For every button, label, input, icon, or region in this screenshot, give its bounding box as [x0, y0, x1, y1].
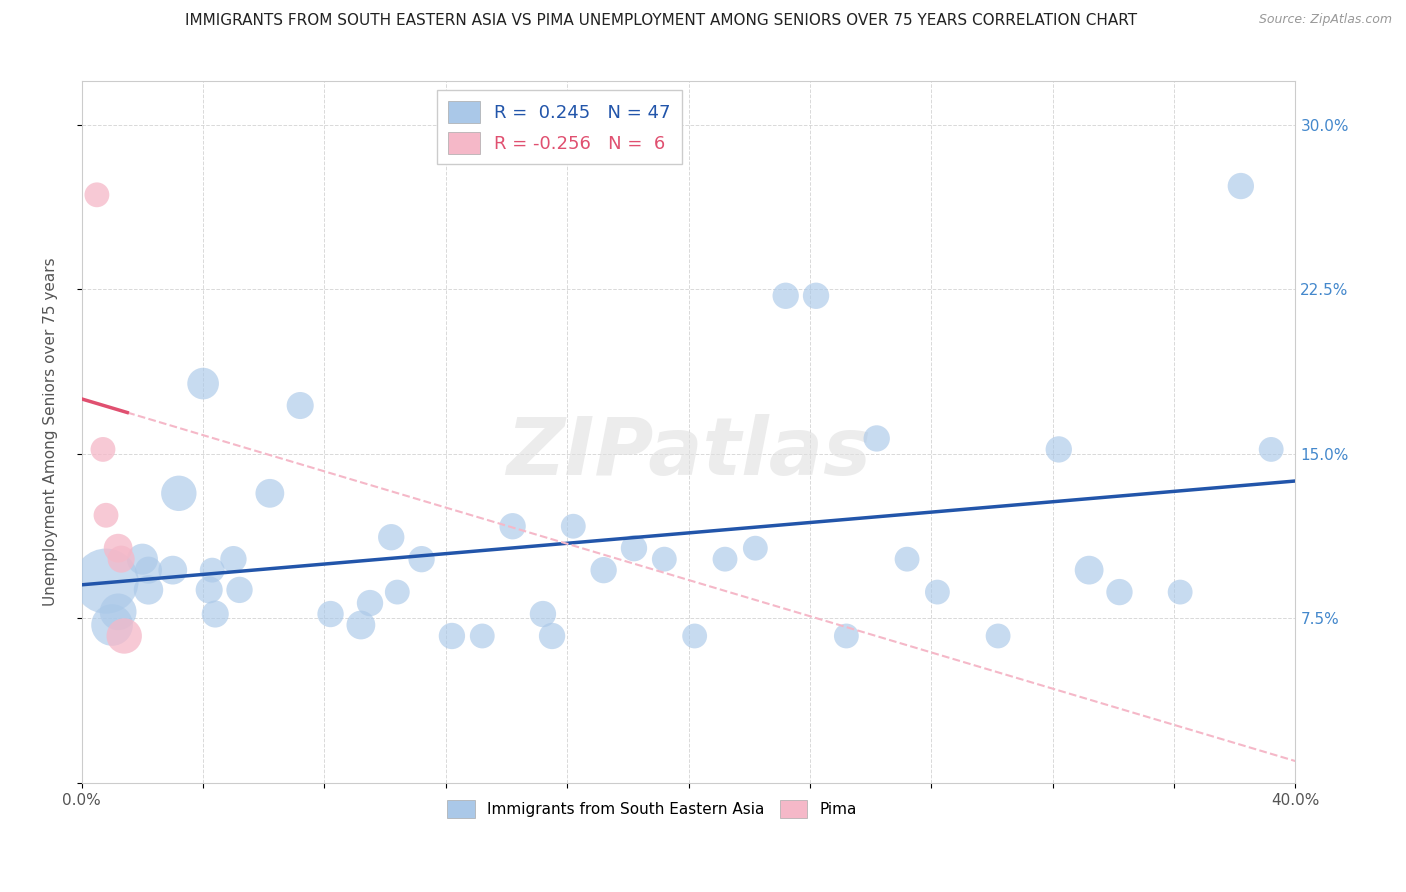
Point: [198, 582, 221, 597]
Point: [652, 552, 675, 566]
Point: [138, 563, 160, 577]
Y-axis label: Unemployment Among Seniors over 75 years: Unemployment Among Seniors over 75 years: [44, 258, 58, 607]
Point: [107, 541, 129, 556]
Point: [835, 629, 858, 643]
Point: [1260, 442, 1282, 457]
Point: [110, 552, 132, 566]
Point: [1230, 179, 1253, 194]
Text: Source: ZipAtlas.com: Source: ZipAtlas.com: [1258, 13, 1392, 27]
Point: [86, 187, 108, 202]
Point: [319, 607, 342, 621]
Legend: Immigrants from South Eastern Asia, Pima: Immigrants from South Eastern Asia, Pima: [441, 794, 863, 824]
Point: [350, 618, 373, 632]
Point: [222, 552, 245, 566]
Point: [1108, 585, 1130, 599]
Point: [107, 605, 129, 619]
Point: [896, 552, 918, 566]
Point: [94, 574, 117, 588]
Point: [502, 519, 524, 533]
Point: [191, 376, 214, 391]
Point: [290, 399, 312, 413]
Point: [623, 541, 645, 556]
Point: [1168, 585, 1191, 599]
Point: [744, 541, 766, 556]
Point: [987, 629, 1010, 643]
Point: [1047, 442, 1070, 457]
Point: [1078, 563, 1101, 577]
Point: [167, 486, 190, 500]
Point: [112, 629, 135, 643]
Text: ZIPatlas: ZIPatlas: [506, 414, 872, 491]
Point: [927, 585, 949, 599]
Point: [201, 563, 224, 577]
Point: [101, 618, 124, 632]
Point: [866, 432, 889, 446]
Point: [592, 563, 614, 577]
Point: [359, 596, 381, 610]
Point: [94, 508, 117, 523]
Point: [387, 585, 409, 599]
Point: [714, 552, 737, 566]
Point: [204, 607, 226, 621]
Point: [775, 289, 797, 303]
Point: [131, 552, 153, 566]
Point: [162, 563, 184, 577]
Point: [804, 289, 827, 303]
Point: [541, 629, 564, 643]
Point: [259, 486, 281, 500]
Point: [471, 629, 494, 643]
Point: [228, 582, 250, 597]
Point: [91, 442, 114, 457]
Point: [562, 519, 585, 533]
Point: [531, 607, 554, 621]
Point: [138, 582, 160, 597]
Point: [683, 629, 706, 643]
Point: [411, 552, 433, 566]
Point: [380, 530, 402, 544]
Point: [440, 629, 463, 643]
Text: IMMIGRANTS FROM SOUTH EASTERN ASIA VS PIMA UNEMPLOYMENT AMONG SENIORS OVER 75 YE: IMMIGRANTS FROM SOUTH EASTERN ASIA VS PI…: [184, 13, 1137, 29]
